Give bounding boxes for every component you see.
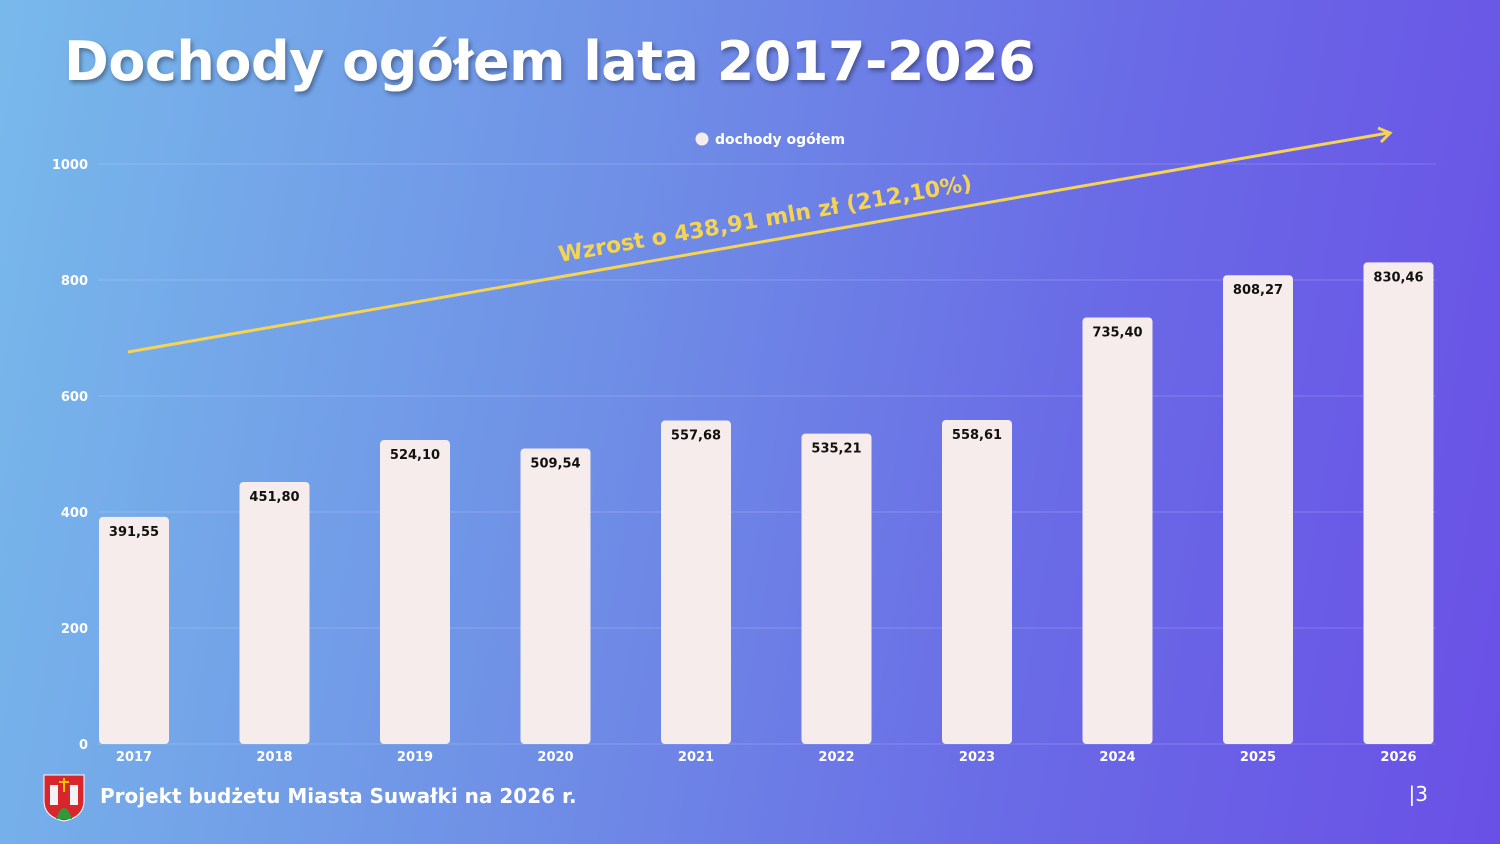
y-tick-label: 0 [79, 738, 88, 753]
footer-text: Projekt budżetu Miasta Suwałki na 2026 r… [100, 784, 577, 808]
y-tick-label: 600 [61, 390, 88, 405]
x-tick-label: 2020 [537, 750, 573, 765]
y-tick-label: 200 [61, 622, 88, 637]
data-label: 735,40 [1092, 325, 1142, 340]
y-tick-label: 800 [61, 274, 88, 289]
data-label: 524,10 [390, 448, 440, 463]
legend-label: dochody ogółem [715, 132, 845, 148]
bar-2022 [801, 433, 872, 744]
x-tick-label: 2025 [1240, 750, 1276, 765]
data-label: 557,68 [671, 429, 721, 444]
data-label: 535,21 [811, 442, 861, 457]
bar-2023 [942, 420, 1012, 744]
bar-2021 [661, 420, 731, 744]
legend: dochody ogółem [695, 132, 845, 148]
growth-annotation: Wzrost o 438,91 mln zł (212,10%) [557, 171, 974, 268]
legend-marker [695, 132, 709, 146]
data-label: 451,80 [249, 490, 299, 505]
page-number: |3 [1408, 782, 1428, 806]
growth-arrow [127, 126, 1393, 354]
y-tick-label: 400 [61, 506, 88, 521]
data-label: 391,55 [109, 525, 159, 540]
data-label: 558,61 [952, 428, 1002, 443]
x-tick-label: 2018 [256, 750, 292, 765]
y-tick-label: 1000 [52, 158, 88, 173]
city-coat-of-arms-logo [42, 773, 86, 827]
page-title: Dochody ogółem lata 2017-2026 [64, 30, 1036, 93]
x-tick-label: 2024 [1099, 750, 1135, 765]
bar-2017 [99, 516, 169, 744]
bar-2020 [520, 448, 591, 744]
data-label: 808,27 [1233, 283, 1283, 298]
x-tick-label: 2021 [678, 750, 714, 765]
x-tick-label: 2017 [116, 750, 152, 765]
x-tick-label: 2023 [959, 750, 995, 765]
bar-2019 [380, 440, 450, 744]
x-tick-label: 2022 [818, 750, 854, 765]
bar-2024 [1082, 317, 1153, 744]
x-tick-label: 2019 [397, 750, 433, 765]
bar-2018 [239, 481, 310, 744]
bar-2025 [1223, 275, 1293, 744]
x-tick-label: 2026 [1380, 750, 1416, 765]
bar-2026 [1363, 262, 1434, 744]
data-label: 830,46 [1373, 270, 1423, 285]
data-label: 509,54 [530, 456, 580, 471]
